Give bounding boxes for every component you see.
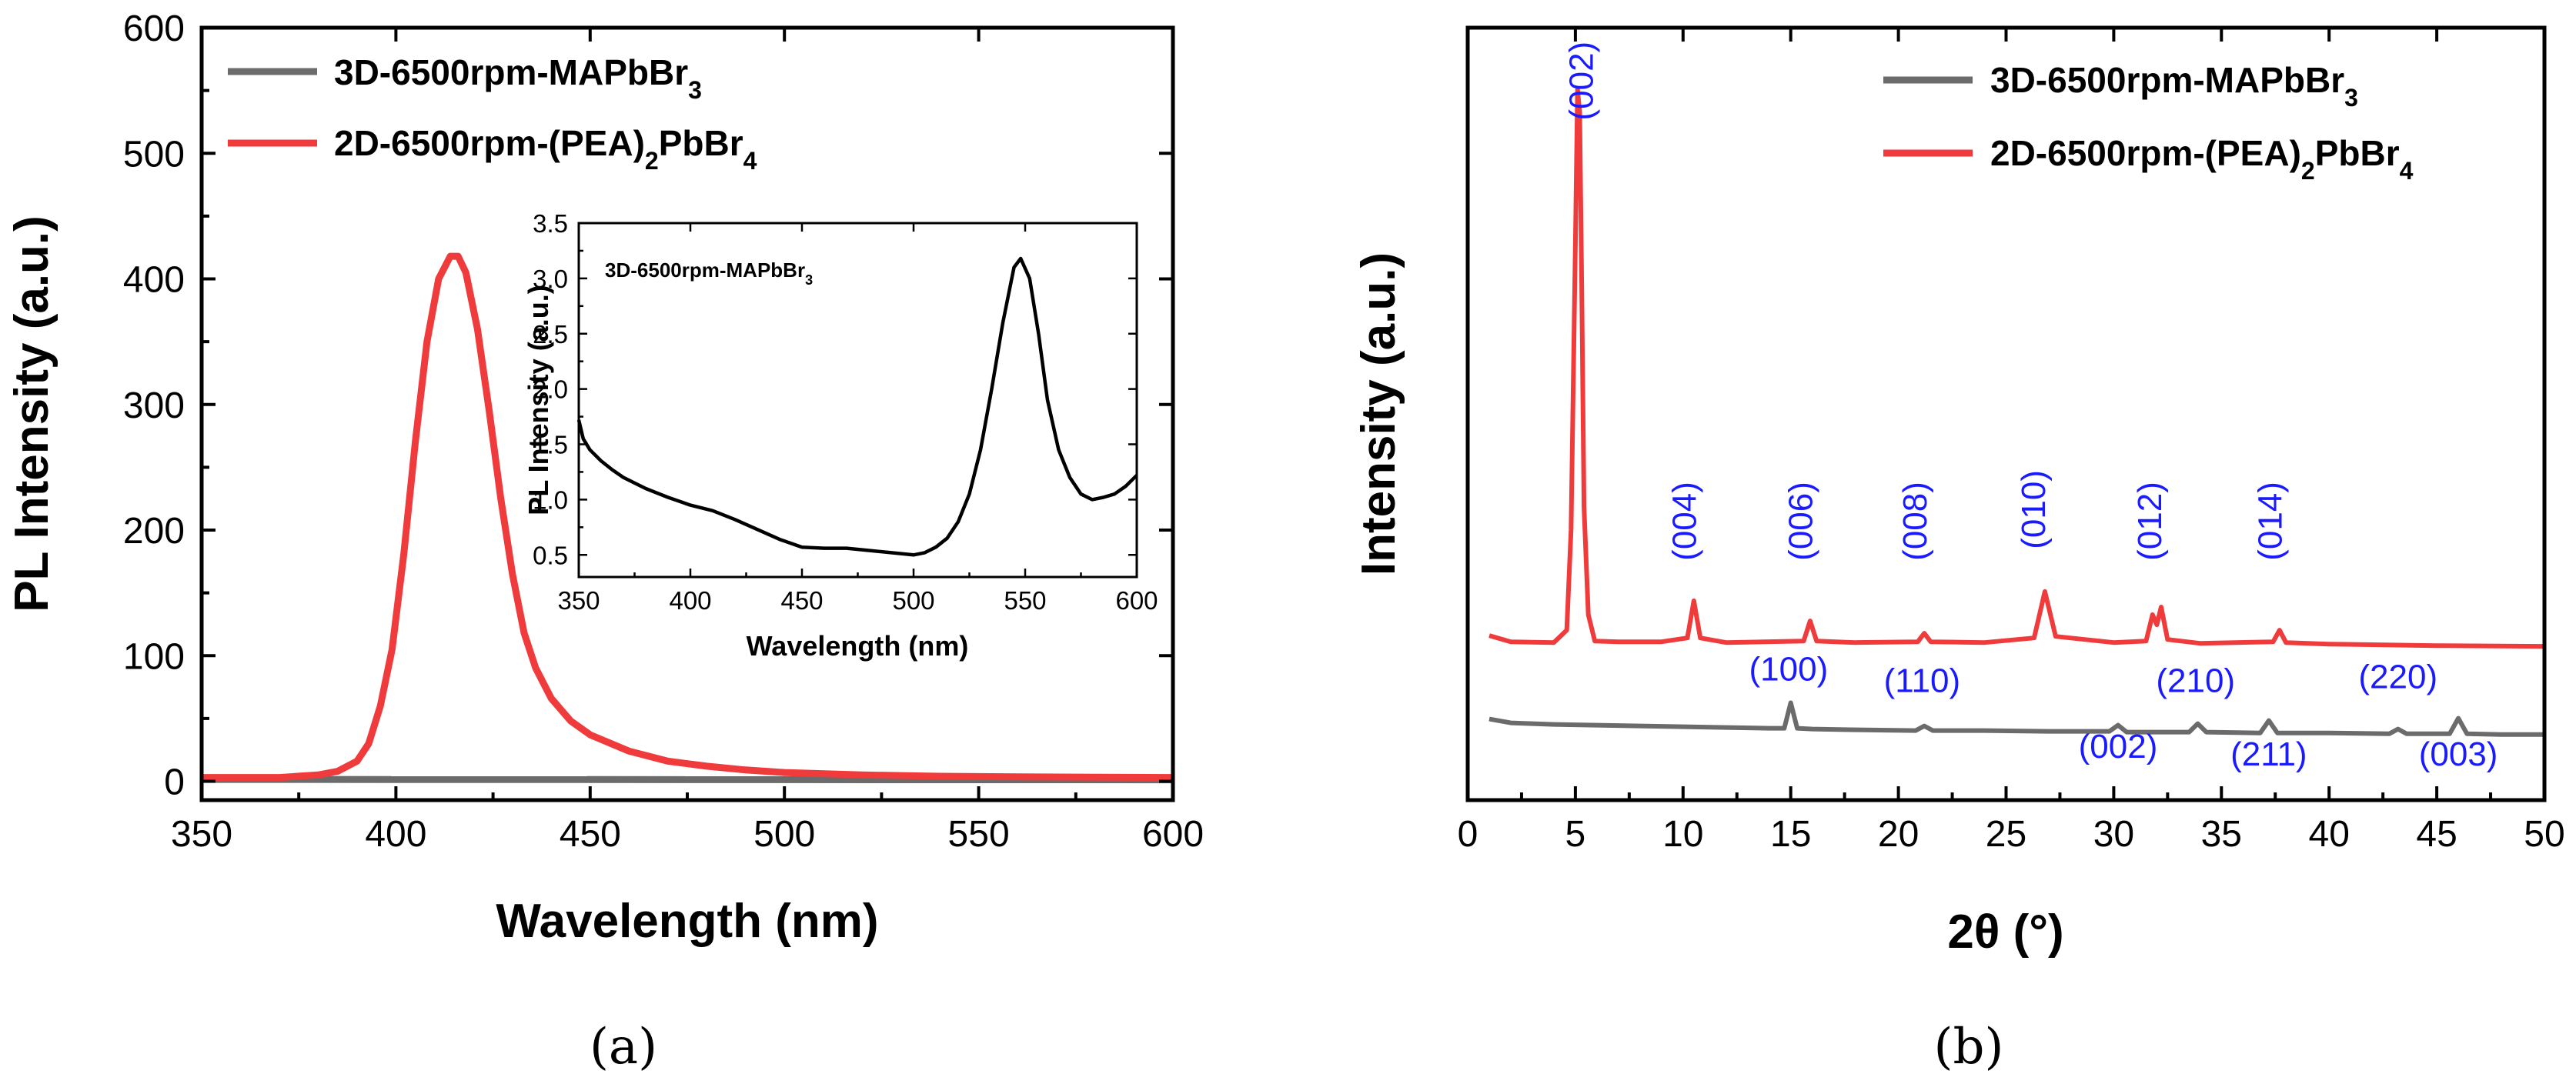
peak-label: (002) <box>1562 42 1600 121</box>
caption-a: (a) <box>590 1019 657 1076</box>
inset-legend: 3D-6500rpm-MAPbBr3 <box>605 258 813 288</box>
inset-series-black-line <box>576 256 1138 557</box>
panel-a-y-tick-label: 300 <box>123 385 185 426</box>
panel-a-series <box>201 252 1174 784</box>
peak-label: (110) <box>1884 662 1960 699</box>
inset-x-tick-label: 350 <box>557 586 600 615</box>
inset-x-axis-title: Wavelength (nm) <box>747 630 969 662</box>
legend-b-3d-sub: 3 <box>2344 84 2358 112</box>
inset-y-tick-label: 1.0 <box>533 485 568 514</box>
panel-b-legend: 3D-6500rpm-MAPbBr3 2D-6500rpm-(PEA)2PbBr… <box>1883 60 2414 185</box>
panel-a-y-tick-label: 400 <box>123 260 185 301</box>
inset-y-tick-label: 0.5 <box>533 541 568 569</box>
panel-b-x-tick-label: 25 <box>1986 814 2026 855</box>
legend-b-3d-label: 3D-6500rpm-MAPbBr3 <box>1990 60 2358 112</box>
panel-b-x-tick-label: 30 <box>2093 814 2134 855</box>
panel-a-y-tick-label: 100 <box>123 636 185 677</box>
caption-b: (b) <box>1934 1019 2004 1076</box>
panel-a-ticks: 350 400 450 500 550 600 0 100 200 300 400 500 600 <box>123 8 1204 855</box>
inset-x-tick-label: 400 <box>669 586 711 615</box>
peak-label: (220) <box>2358 658 2437 695</box>
peak-label: (010) <box>2015 470 2053 549</box>
panel-b-x-tick-label: 10 <box>1662 814 1703 855</box>
inset-x-tick-label: 550 <box>1004 586 1046 615</box>
panel-b: 0 5 10 15 20 25 30 35 40 45 50 (002) (004) (006) (008… <box>1352 25 2565 1076</box>
panel-a-series-red-line <box>202 252 1174 782</box>
inset-legend-sub: 3 <box>805 272 813 288</box>
panel-b-x-tick-label: 40 <box>2309 814 2350 855</box>
inset-background <box>579 223 1137 577</box>
inset-ticks: 350 400 450 500 550 600 0.5 1.0 1.5 2.0 2.5 3.0 3.5 <box>533 209 1158 615</box>
panel-a-x-tick-label: 500 <box>753 814 815 855</box>
panel-a-x-tick-label: 600 <box>1142 814 1204 855</box>
legend-b-2d-sub2: 4 <box>2400 157 2414 185</box>
panel-b-x-tick-label: 45 <box>2416 814 2457 855</box>
panel-a-y-tick-label: 600 <box>123 8 185 49</box>
panel-a-x-tick-label: 450 <box>560 814 621 855</box>
panel-b-series-gray-line <box>1488 700 2544 737</box>
panel-a-x-axis-title: Wavelength (nm) <box>496 895 878 948</box>
panel-b-x-tick-label: 50 <box>2524 814 2564 855</box>
panel-a: 350 400 450 500 550 600 0 100 200 300 400 500 600 Wa… <box>5 8 1204 1076</box>
inset-y-axis-title: PL Intensity (a.u.) <box>523 285 554 515</box>
legend-3d-sub: 3 <box>688 76 702 104</box>
peak-label: (003) <box>2419 735 2498 773</box>
legend-2d-sub2: 4 <box>743 147 757 175</box>
panel-a-y-axis-title: PL Intensity (a.u.) <box>5 215 58 612</box>
panel-a-inset: 350 400 450 500 550 6000.51.01.52.02.53.03.5 … <box>523 209 1158 662</box>
panel-b-x-tick-label: 0 <box>1458 814 1478 855</box>
legend-2d-sub: 2 <box>645 147 659 175</box>
peak-label: (004) <box>1666 482 1704 561</box>
legend-2d-name: 2D-6500rpm-(PEA) <box>334 123 645 163</box>
peak-label: (008) <box>1896 482 1934 561</box>
legend-b-2d-name2: PbBr <box>2315 133 2400 173</box>
panel-a-x-tick-label: 550 <box>948 814 1010 855</box>
inset-x-tick-label: 450 <box>780 586 823 615</box>
inset-legend-name: 3D-6500rpm-MAPbBr <box>605 258 805 282</box>
peak-label: (210) <box>2156 662 2235 699</box>
panel-b-x-tick-label: 20 <box>1878 814 1919 855</box>
panel-b-y-axis-title: Intensity (a.u.) <box>1352 252 1405 575</box>
panel-a-x-tick-label: 350 <box>171 814 232 855</box>
peak-label: (211) <box>2230 735 2307 773</box>
panel-a-y-tick-label: 500 <box>123 134 185 175</box>
inset-x-tick-label: 600 <box>1115 586 1158 615</box>
panel-b-x-tick-label: 15 <box>1770 814 1811 855</box>
panel-b-x-axis-title: 2θ (°) <box>1947 906 2063 959</box>
panel-b-ticks: 0 5 10 15 20 25 30 35 40 45 50 <box>1458 28 2565 855</box>
panel-a-legend: 3D-6500rpm-MAPbBr3 2D-6500rpm-(PEA)2PbBr… <box>228 52 757 175</box>
panel-a-y-tick-label: 0 <box>164 762 185 803</box>
panel-b-x-tick-label: 35 <box>2201 814 2242 855</box>
panel-b-x-tick-label: 5 <box>1565 814 1586 855</box>
legend-b-2d-sub: 2 <box>2301 157 2315 185</box>
legend-b-2d-name: 2D-6500rpm-(PEA) <box>1990 133 2301 173</box>
panel-b-series-red-line <box>1488 87 2545 649</box>
inset-x-tick-label: 500 <box>892 586 934 615</box>
inset-y-tick-label: 1.5 <box>533 431 568 459</box>
panel-b-peak-labels: (002) (004) (006) (008) (010) (012) (014) (100)… <box>1562 42 2497 773</box>
inset-y-tick-label: 2.0 <box>533 375 568 404</box>
inset-y-tick-label: 3.5 <box>533 209 568 238</box>
legend-3d-name: 3D-6500rpm-MAPbBr <box>334 52 688 92</box>
panel-a-x-tick-label: 400 <box>365 814 426 855</box>
inset-y-tick-label: 2.5 <box>533 320 568 349</box>
legend-3d-label: 3D-6500rpm-MAPbBr3 <box>334 52 702 104</box>
peak-label: (006) <box>1782 482 1820 561</box>
peak-label: (100) <box>1749 650 1829 688</box>
inset-y-tick-label: 3.0 <box>533 265 568 293</box>
peak-label: (012) <box>2131 482 2169 561</box>
panel-a-y-tick-label: 200 <box>123 511 185 552</box>
legend-b-2d-label: 2D-6500rpm-(PEA)2PbBr4 <box>1990 133 2414 185</box>
peak-label: (014) <box>2252 482 2290 561</box>
legend-b-3d-name: 3D-6500rpm-MAPbBr <box>1990 60 2344 100</box>
legend-2d-label: 2D-6500rpm-(PEA)2PbBr4 <box>334 123 757 175</box>
inset-series <box>576 256 1138 557</box>
panel-b-series <box>1488 87 2545 737</box>
legend-2d-name2: PbBr <box>659 123 743 163</box>
peak-label: (002) <box>2079 728 2158 765</box>
